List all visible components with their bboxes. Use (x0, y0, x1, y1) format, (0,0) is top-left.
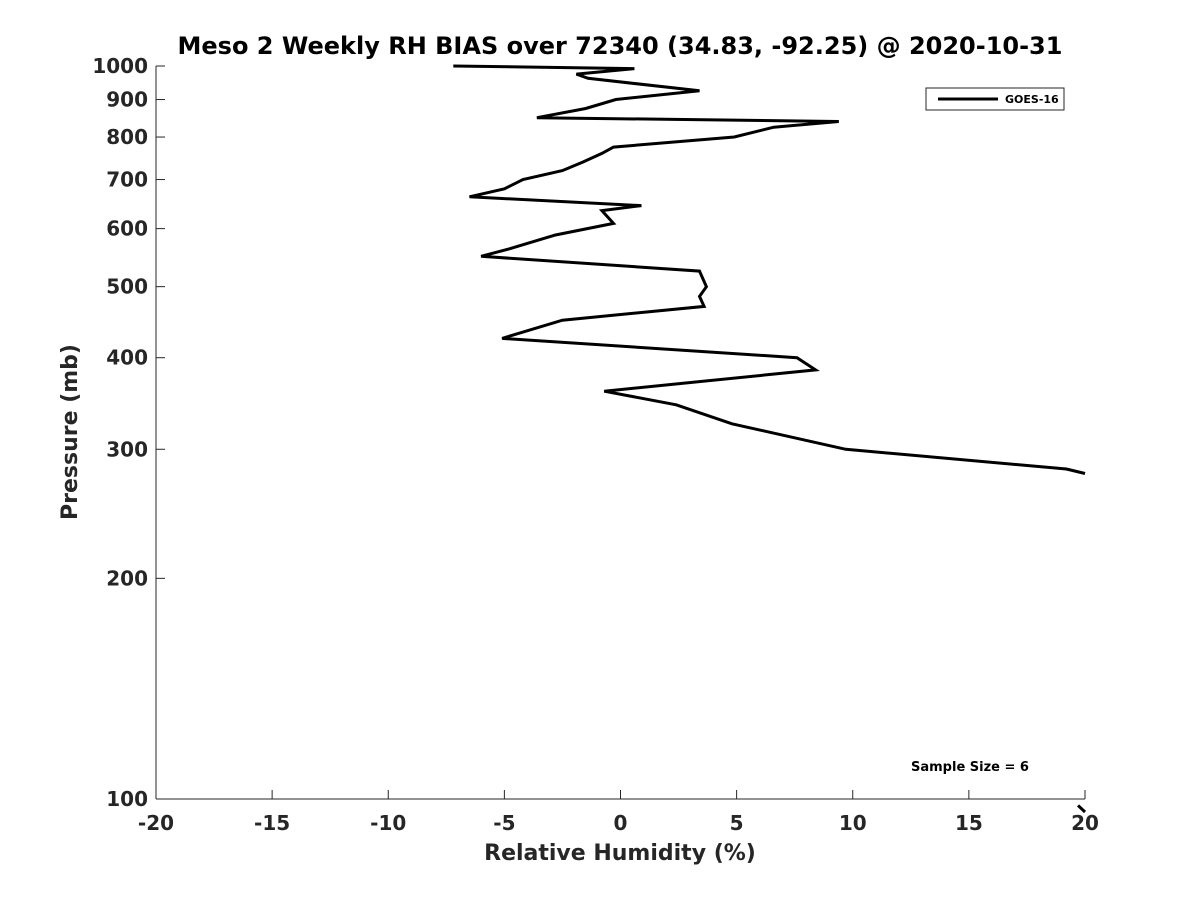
series-segment-top (1077, 804, 1087, 814)
y-tick-label: 400 (106, 346, 148, 370)
x-ticks: -20 -15 -10 -5 0 5 10 15 20 (138, 790, 1099, 835)
x-tick-label: -15 (254, 811, 290, 835)
series-line-goes16 (453, 64, 1086, 475)
x-tick-label: 0 (614, 811, 628, 835)
x-tick-label: -10 (370, 811, 406, 835)
y-axis-label: Pressure (mb) (58, 344, 83, 520)
y-tick-label: 100 (106, 787, 148, 811)
x-tick-label: 10 (839, 811, 867, 835)
y-tick-label: 300 (106, 437, 148, 461)
x-tick-label: 5 (730, 811, 744, 835)
legend: GOES-16 (925, 87, 1065, 111)
chart-title: Meso 2 Weekly RH BIAS over 72340 (34.83,… (178, 32, 1063, 60)
y-tick-label: 700 (106, 168, 148, 192)
y-ticks: 100 200 300 400 500 600 700 800 900 1000 (92, 54, 165, 811)
y-tick-label: 800 (106, 125, 148, 149)
x-axis-label: Relative Humidity (%) (484, 841, 756, 866)
y-tick-label: 1000 (92, 54, 148, 78)
series-layer (453, 64, 1087, 814)
x-tick-label: 20 (1071, 811, 1099, 835)
legend-label: GOES-16 (1005, 93, 1059, 106)
x-tick-label: 15 (955, 811, 983, 835)
y-tick-label: 900 (106, 88, 148, 112)
sample-size-annotation: Sample Size = 6 (911, 760, 1029, 775)
plot-axes (155, 66, 1085, 800)
y-tick-label: 600 (106, 217, 148, 241)
y-tick-label: 500 (106, 275, 148, 299)
x-tick-label: -5 (493, 811, 515, 835)
y-tick-label: 200 (106, 566, 148, 590)
x-tick-label: -20 (138, 811, 174, 835)
